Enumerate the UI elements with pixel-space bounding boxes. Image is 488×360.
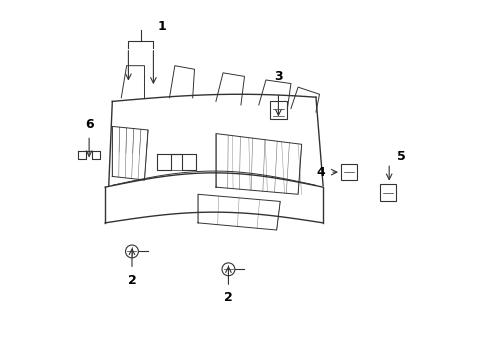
Polygon shape <box>157 154 196 170</box>
Text: 5: 5 <box>396 150 405 163</box>
Polygon shape <box>78 151 100 159</box>
Text: 6: 6 <box>84 118 93 131</box>
Text: 2: 2 <box>127 274 136 287</box>
Text: 3: 3 <box>274 70 282 83</box>
Text: 4: 4 <box>316 166 325 179</box>
Text: 1: 1 <box>158 20 166 33</box>
Text: 2: 2 <box>224 291 232 305</box>
